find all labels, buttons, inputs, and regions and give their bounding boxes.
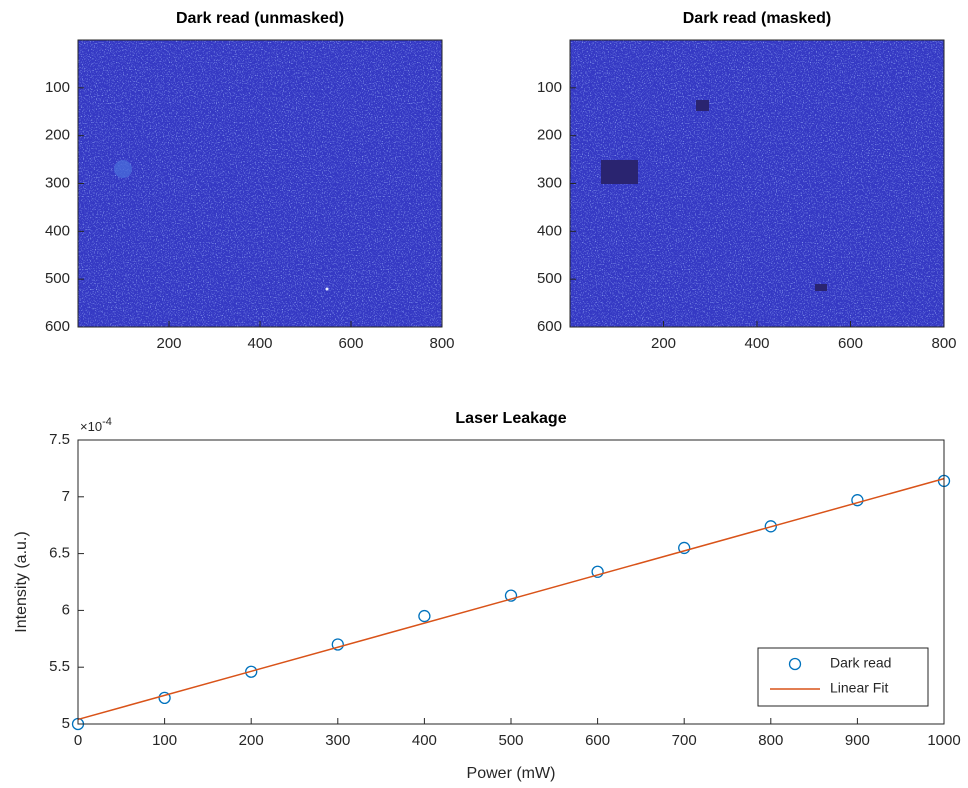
y-tick-label: 200 <box>537 127 562 144</box>
chart-title: Dark read (masked) <box>683 10 832 27</box>
chart-title: Dark read (unmasked) <box>176 10 344 27</box>
x-tick-label: 0 <box>74 732 82 749</box>
chart-title: Laser Leakage <box>455 410 566 427</box>
x-tick-label: 200 <box>156 335 181 352</box>
y-tick-label: 300 <box>537 174 562 191</box>
legend-label: Dark read <box>830 655 891 671</box>
y-tick-label: 100 <box>537 79 562 96</box>
y-tick-label: 200 <box>45 127 70 144</box>
data-point <box>331 638 344 651</box>
y-tick-label: 7 <box>62 488 70 505</box>
x-tick-label: 600 <box>585 732 610 749</box>
image-feature <box>114 160 132 178</box>
image-speckle <box>78 40 442 327</box>
y-tick-label: 5 <box>62 715 70 732</box>
x-tick-label: 400 <box>247 335 272 352</box>
x-tick-label: 1000 <box>927 732 960 749</box>
x-tick-label: 600 <box>838 335 863 352</box>
x-tick-label: 400 <box>412 732 437 749</box>
y-tick-label: 600 <box>45 318 70 335</box>
exponent-power: -4 <box>102 416 112 428</box>
axes-box <box>77 39 443 328</box>
mask-region <box>601 160 638 184</box>
fit-line <box>77 477 945 721</box>
y-tick-label: 600 <box>537 318 562 335</box>
x-tick-label: 200 <box>651 335 676 352</box>
data-point <box>591 565 604 578</box>
legend-label: Linear Fit <box>830 680 888 696</box>
data-point <box>158 691 171 705</box>
axes-box <box>77 439 945 725</box>
legend-swatch <box>788 657 802 671</box>
data-point <box>418 609 431 623</box>
x-tick-label: 400 <box>744 335 769 352</box>
mask-region <box>696 100 709 111</box>
y-tick-label: 300 <box>45 174 70 191</box>
axes-box <box>569 39 945 328</box>
data-point <box>851 494 864 507</box>
x-tick-label: 700 <box>672 732 697 749</box>
y-tick-label: 500 <box>45 270 70 287</box>
axis-exponent: ×10-4 <box>80 416 112 435</box>
x-tick-label: 800 <box>429 335 454 352</box>
exponent-base: ×10 <box>80 419 102 434</box>
x-tick-label: 800 <box>931 335 956 352</box>
mask-region <box>815 284 827 291</box>
image-feature <box>325 287 329 291</box>
data-point <box>678 541 691 555</box>
y-tick-label: 6.5 <box>49 545 70 562</box>
x-tick-label: 200 <box>239 732 264 749</box>
x-axis-label: Power (mW) <box>467 765 556 782</box>
x-tick-label: 100 <box>152 732 177 749</box>
y-tick-label: 400 <box>537 222 562 239</box>
y-tick-label: 400 <box>45 222 70 239</box>
y-tick-label: 7.5 <box>49 431 70 448</box>
legend-box <box>757 647 929 707</box>
y-tick-label: 500 <box>537 270 562 287</box>
y-tick-label: 6 <box>62 601 70 618</box>
y-tick-label: 100 <box>45 79 70 96</box>
x-tick-label: 300 <box>325 732 350 749</box>
x-tick-label: 600 <box>338 335 363 352</box>
data-point <box>504 589 518 602</box>
data-point <box>245 665 258 678</box>
y-tick-label: 5.5 <box>49 658 70 675</box>
x-tick-label: 500 <box>498 732 523 749</box>
y-axis-label: Intensity (a.u.) <box>13 531 30 632</box>
x-tick-label: 900 <box>845 732 870 749</box>
x-tick-label: 800 <box>758 732 783 749</box>
data-point <box>764 520 777 533</box>
